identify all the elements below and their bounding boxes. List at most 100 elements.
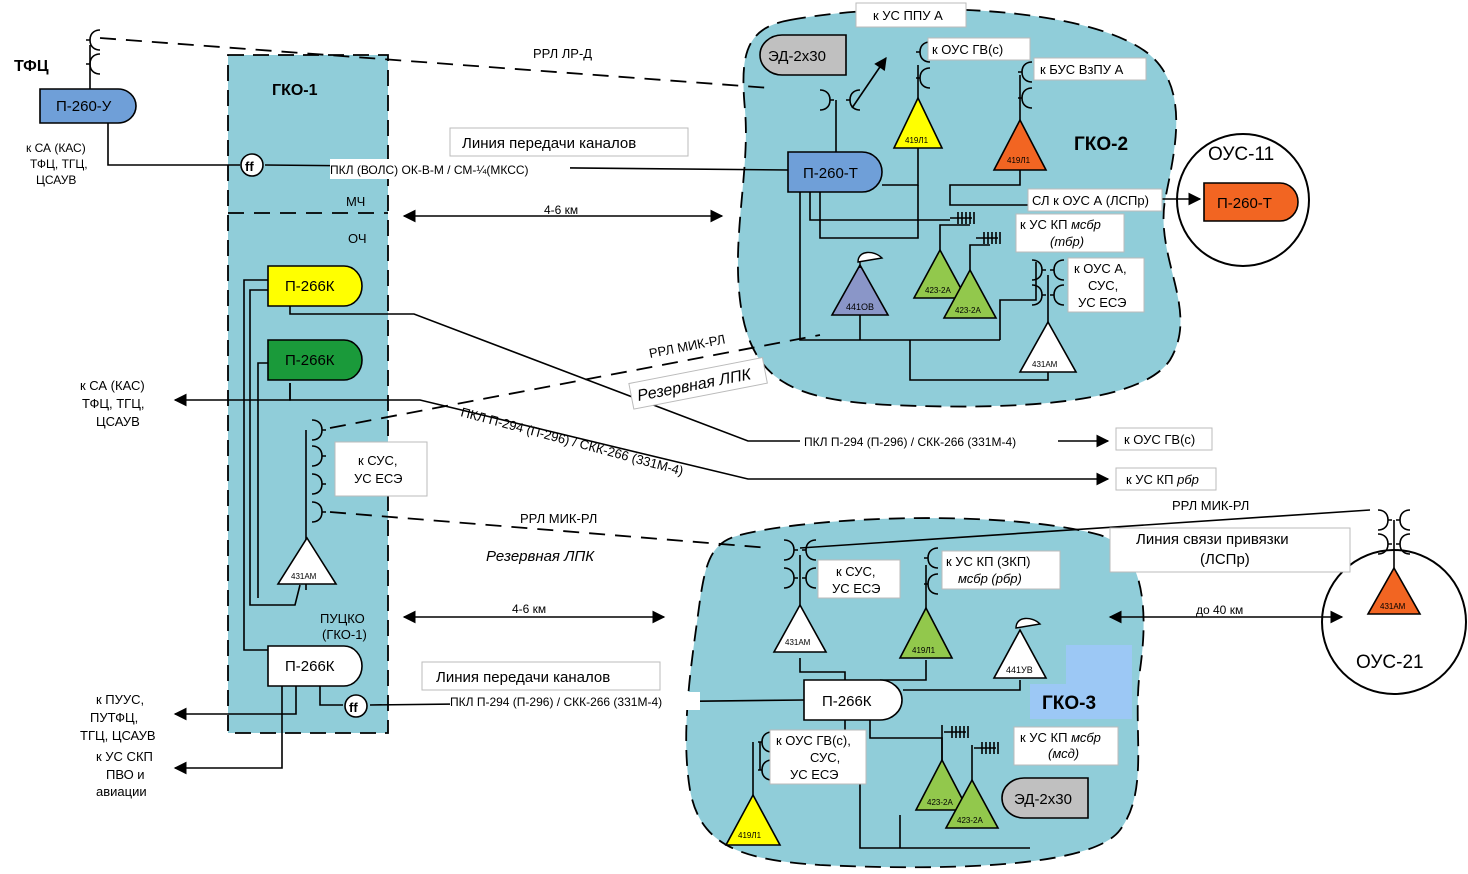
gko2-419-yellow — [892, 96, 944, 149]
svg-text:(тбр): (тбр) — [1050, 234, 1084, 249]
svg-text:ПКЛ П-294 (П-296) / СКК-266 (3: ПКЛ П-294 (П-296) / СКК-266 (331М-4) — [450, 695, 662, 709]
svg-text:ПВО и: ПВО и — [106, 767, 145, 782]
svg-text:УС ЕСЭ: УС ЕСЭ — [1078, 295, 1127, 310]
svg-text:авиации: авиации — [96, 784, 147, 799]
svg-text:ПКЛ (ВОЛС) ОК-В-М / СМ-¼(МКСС): ПКЛ (ВОЛС) ОК-В-М / СМ-¼(МКСС) — [330, 163, 529, 177]
svg-text:к ОУС А,: к ОУС А, — [1074, 261, 1127, 276]
svg-text:Линия передачи каналов: Линия передачи каналов — [462, 135, 636, 152]
svg-text:Линия связи привязки: Линия связи привязки — [1136, 531, 1289, 548]
svg-text:423-2А: 423-2А — [925, 286, 951, 295]
p266k-white — [267, 645, 363, 687]
gko3-419-a — [898, 606, 954, 659]
comb-antenna-icon — [976, 232, 1001, 244]
svg-text:431АМ: 431АМ — [1032, 360, 1058, 369]
svg-text:к ОУС ГВ(с),: к ОУС ГВ(с), — [776, 733, 851, 748]
svg-text:к УС КП мсбр: к УС КП мсбр — [1020, 730, 1101, 745]
p266k-green — [267, 339, 363, 381]
svg-text:ОЧ: ОЧ — [348, 231, 367, 246]
svg-text:419Л1: 419Л1 — [738, 831, 762, 840]
svg-text:ТФЦ, ТГЦ,: ТФЦ, ТГЦ, — [30, 157, 88, 171]
svg-text:Резервная ЛПК: Резервная ЛПК — [486, 548, 595, 565]
svg-text:к ПУУС,: к ПУУС, — [96, 692, 144, 707]
gko2-title: ГКО-2 — [1074, 134, 1128, 155]
rrl-mikrl-2-link — [329, 511, 771, 549]
gko2-ed-label: ЭД-2х30 — [768, 48, 826, 65]
svg-text:к ОУС ГВ(с): к ОУС ГВ(с) — [1124, 432, 1195, 447]
ous21-431am — [1366, 566, 1422, 615]
svg-text:до 40 км: до 40 км — [1196, 603, 1243, 617]
gko3-423-a — [914, 758, 970, 811]
svg-text:МЧ: МЧ — [346, 194, 365, 209]
svg-text:ff: ff — [349, 700, 358, 715]
gko3-p266k — [803, 679, 903, 721]
svg-text:УС ЕСЭ: УС ЕСЭ — [354, 471, 403, 486]
svg-text:ЦСАУВ: ЦСАУВ — [96, 414, 140, 429]
gko3-423-b — [944, 778, 1000, 829]
gko2-p260t-label: П-260-Т — [803, 165, 858, 182]
ous11-pill-label: П-260-Т — [1217, 195, 1272, 212]
dish-antenna-icon — [857, 251, 884, 268]
tfc-title: ТФЦ — [14, 58, 49, 75]
gko2-423-a — [912, 248, 968, 299]
svg-text:УС ЕСЭ: УС ЕСЭ — [832, 581, 881, 596]
svg-text:(ЛСПр): (ЛСПр) — [1200, 551, 1250, 568]
antenna-fork-icon — [1377, 509, 1393, 531]
gko1-431am — [276, 536, 338, 585]
gko2-419-orange — [992, 118, 1048, 171]
ous21-title: ОУС-21 — [1356, 652, 1424, 673]
svg-text:(мсд): (мсд) — [1048, 746, 1079, 761]
gko3-highlight — [1066, 645, 1132, 719]
svg-text:СЛ к ОУС А (ЛСПр): СЛ к ОУС А (ЛСПр) — [1032, 193, 1149, 208]
ous11-title: ОУС-11 — [1208, 144, 1274, 165]
svg-text:431АМ: 431АМ — [785, 638, 811, 647]
ous11-pill — [1203, 182, 1299, 222]
gko3-p266k-label: П-266К — [822, 693, 872, 710]
comb-antenna-icon — [950, 212, 975, 224]
p266k-green-label: П-266К — [285, 352, 335, 369]
svg-text:ПКЛ П-294 (П-296) / СКК-266 (3: ПКЛ П-294 (П-296) / СКК-266 (331М-4) — [804, 435, 1016, 449]
svg-text:441УВ: 441УВ — [1006, 665, 1033, 675]
svg-text:431АМ: 431АМ — [291, 572, 317, 581]
svg-text:4-6 км: 4-6 км — [512, 602, 546, 616]
svg-text:ПКЛ П-294 (П-296) / СКК-266 (3: ПКЛ П-294 (П-296) / СКК-266 (331М-4) — [459, 404, 685, 478]
svg-text:к СА (КАС): к СА (КАС) — [26, 141, 86, 155]
svg-text:419Л1: 419Л1 — [905, 136, 929, 145]
svg-text:4-6 км: 4-6 км — [544, 203, 578, 217]
p266k-yellow — [267, 265, 363, 307]
svg-text:мсбр (рбр): мсбр (рбр) — [958, 571, 1022, 586]
svg-text:423-2А: 423-2А — [927, 798, 953, 807]
dish-antenna-icon — [1015, 617, 1042, 629]
gko2-423-b — [942, 268, 998, 319]
gko2-ed — [759, 34, 847, 76]
gko2-p260t — [787, 151, 883, 193]
gko3-431am — [772, 603, 828, 653]
gko2-431am — [1018, 320, 1078, 373]
svg-text:419Л1: 419Л1 — [912, 646, 936, 655]
svg-text:к СУС,: к СУС, — [836, 564, 876, 579]
svg-text:к УС СКП: к УС СКП — [96, 749, 153, 764]
gko1-title: ГКО-1 — [272, 82, 318, 99]
svg-text:431АМ: 431АМ — [1380, 602, 1406, 611]
svg-text:СУС,: СУС, — [810, 750, 840, 765]
p266k-white-label: П-266К — [285, 658, 335, 675]
svg-text:к БУС ВзПУ А: к БУС ВзПУ А — [1040, 62, 1124, 77]
gko3-419-b — [724, 793, 782, 846]
svg-text:к УС КП мсбр: к УС КП мсбр — [1020, 217, 1101, 232]
svg-text:423-2А: 423-2А — [955, 306, 981, 315]
svg-text:РРЛ МИК-РЛ: РРЛ МИК-РЛ — [1172, 498, 1249, 513]
comb-antenna-icon — [944, 726, 969, 738]
antenna-fork-icon — [85, 29, 101, 51]
gko3-title: ГКО-3 — [1042, 693, 1096, 714]
svg-text:РРЛ ЛР-Д: РРЛ ЛР-Д — [533, 46, 592, 61]
k-us-kp-rbr: к УС КП рбр — [1126, 472, 1199, 487]
svg-text:к ОУС ГВ(с): к ОУС ГВ(с) — [932, 42, 1003, 57]
svg-text:ТГЦ, ЦСАУВ: ТГЦ, ЦСАУВ — [80, 728, 156, 743]
svg-text:к СУС,: к СУС, — [358, 453, 398, 468]
gko3-highlight-2 — [1030, 684, 1070, 719]
tfc-pill-label: П-260-У — [56, 98, 112, 115]
comb-antenna-icon — [974, 742, 999, 754]
svg-text:к СА (КАС): к СА (КАС) — [80, 378, 145, 393]
cable-coupler-icon: ff — [240, 153, 264, 177]
